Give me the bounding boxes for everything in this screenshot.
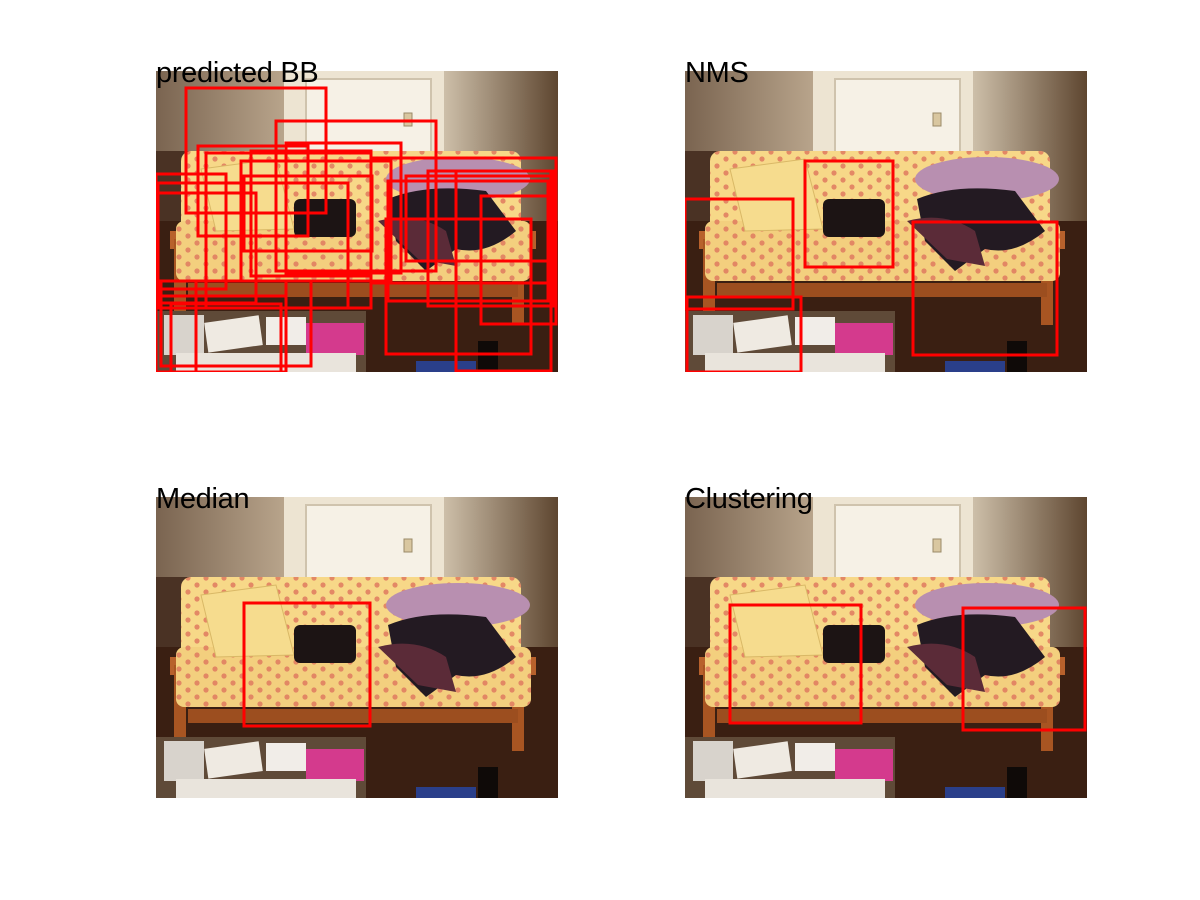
- bounding-box: [426, 169, 555, 308]
- bounding-box: [274, 119, 438, 273]
- panel-title: Median: [156, 483, 250, 515]
- panel-predicted-bb: predicted BB: [156, 58, 558, 372]
- bounding-boxes: [156, 86, 558, 372]
- panel-title: Clustering: [685, 483, 813, 515]
- bounding-box: [156, 172, 228, 291]
- bounding-box: [194, 279, 288, 372]
- bounding-box: [284, 141, 403, 275]
- bounding-boxes: [242, 601, 372, 728]
- bounding-box: [386, 179, 550, 303]
- bounding-box: [479, 194, 558, 326]
- bounding-boxes: [685, 159, 1059, 372]
- panel-title: predicted BB: [156, 57, 319, 89]
- panel-clustering: Clustering: [685, 484, 1087, 798]
- bounding-box: [685, 295, 803, 372]
- bounding-box: [169, 302, 283, 372]
- bounding-box: [961, 606, 1087, 732]
- bounding-box: [685, 197, 795, 311]
- bounding-box: [159, 279, 313, 368]
- bounding-box: [196, 144, 310, 238]
- bounding-box: [239, 159, 393, 283]
- bounding-box: [242, 601, 372, 728]
- panel-median: Median: [156, 484, 558, 798]
- bounding-box: [384, 217, 533, 356]
- panel-title: NMS: [685, 57, 749, 89]
- bounding-box: [728, 603, 863, 725]
- bounding-box: [911, 220, 1059, 357]
- panel-nms: NMS: [685, 58, 1087, 372]
- bounding-box: [454, 169, 553, 372]
- bounding-boxes: [728, 603, 1087, 732]
- bounding-box: [156, 181, 350, 310]
- bounding-box: [803, 159, 895, 269]
